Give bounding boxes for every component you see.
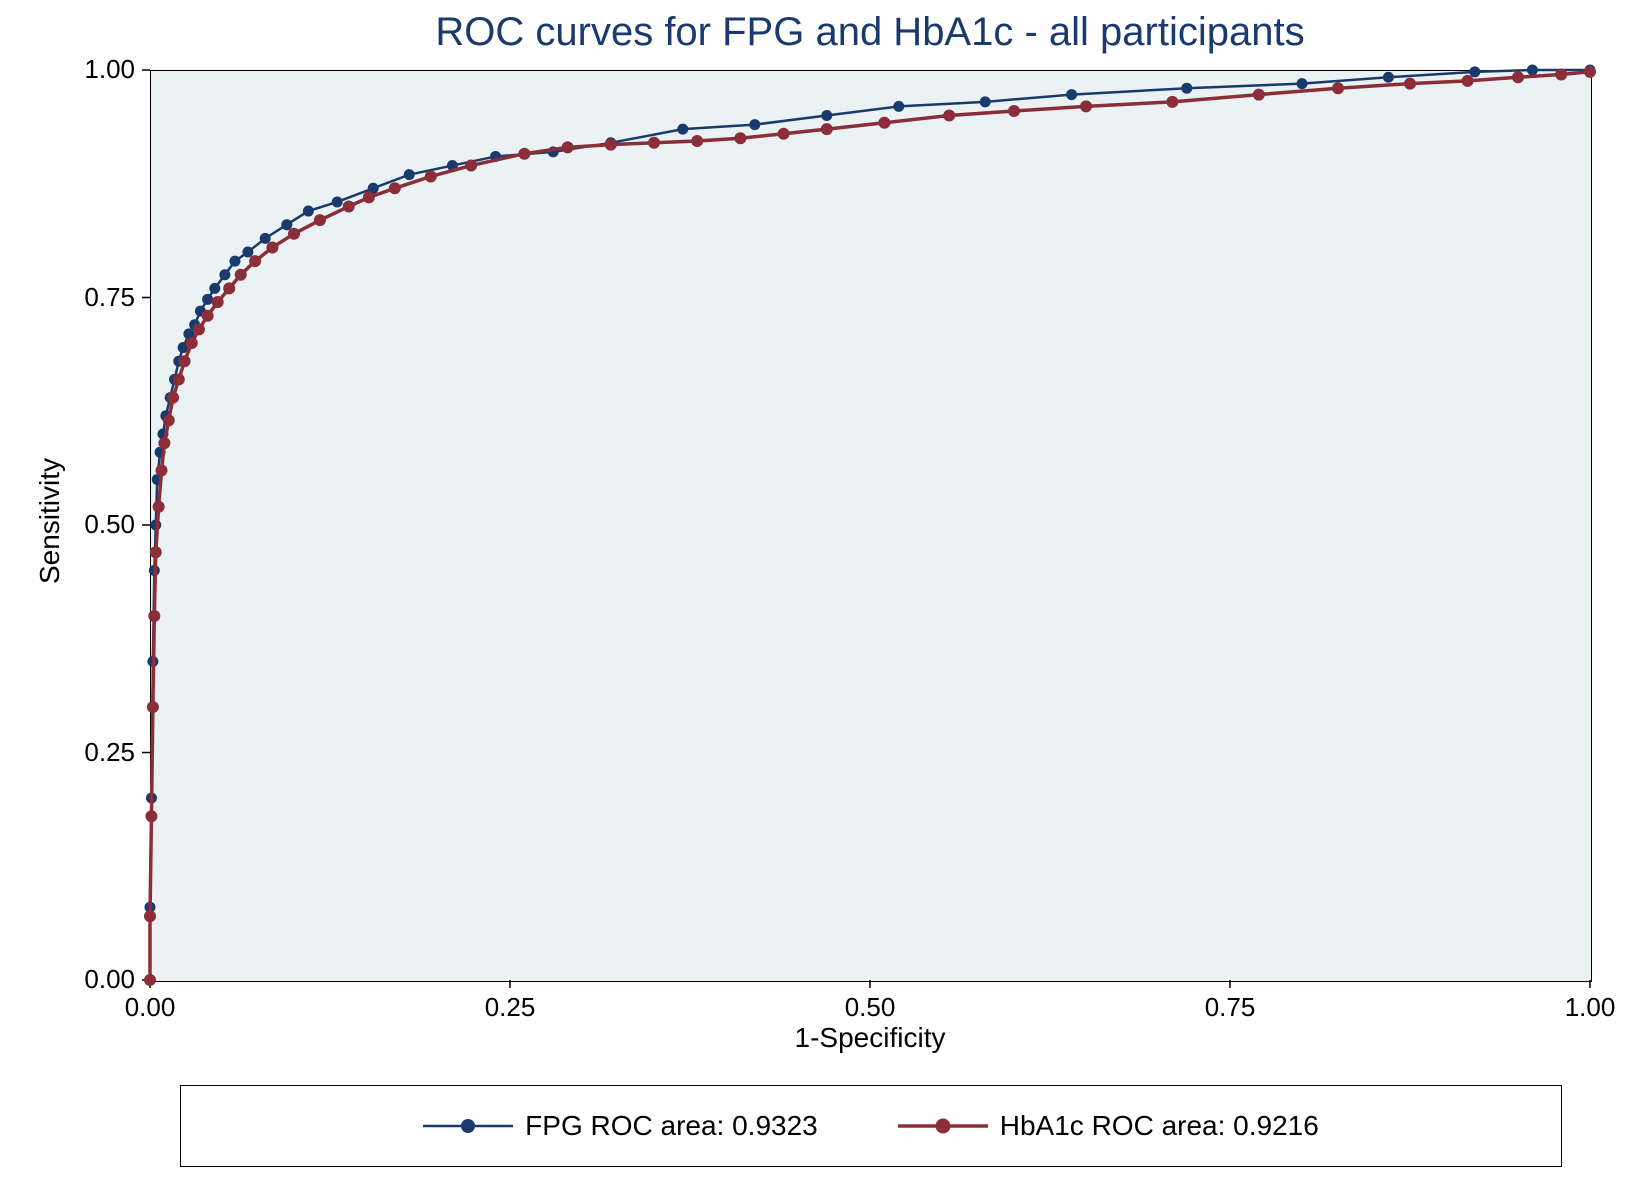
- legend-item-hba1c: HbA1c ROC area: 0.9216: [898, 1110, 1319, 1142]
- x-tick-label: 1.00: [1550, 992, 1630, 1023]
- x-tick-label: 0.50: [830, 992, 910, 1023]
- roc-chart-container: ROC curves for FPG and HbA1c - all parti…: [0, 0, 1650, 1189]
- legend-item-fpg: FPG ROC area: 0.9323: [423, 1110, 818, 1142]
- legend-label-hba1c: HbA1c ROC area: 0.9216: [1000, 1110, 1319, 1142]
- legend-swatch-hba1c: [898, 1112, 988, 1140]
- legend-label-fpg: FPG ROC area: 0.9323: [525, 1110, 818, 1142]
- y-tick-label: 0.75: [75, 282, 135, 313]
- y-axis-label: Sensitivity: [34, 451, 66, 591]
- y-tick-label: 1.00: [75, 54, 135, 85]
- x-tick-label: 0.75: [1190, 992, 1270, 1023]
- x-tick-label: 0.25: [470, 992, 550, 1023]
- y-tick-label: 0.25: [75, 737, 135, 768]
- x-tick-label: 0.00: [110, 992, 190, 1023]
- y-tick-label: 0.00: [75, 964, 135, 995]
- chart-canvas: [0, 0, 1650, 1189]
- x-axis-label: 1-Specificity: [150, 1022, 1590, 1054]
- y-tick-label: 0.50: [75, 509, 135, 540]
- legend: FPG ROC area: 0.9323 HbA1c ROC area: 0.9…: [180, 1085, 1562, 1167]
- legend-swatch-fpg: [423, 1112, 513, 1140]
